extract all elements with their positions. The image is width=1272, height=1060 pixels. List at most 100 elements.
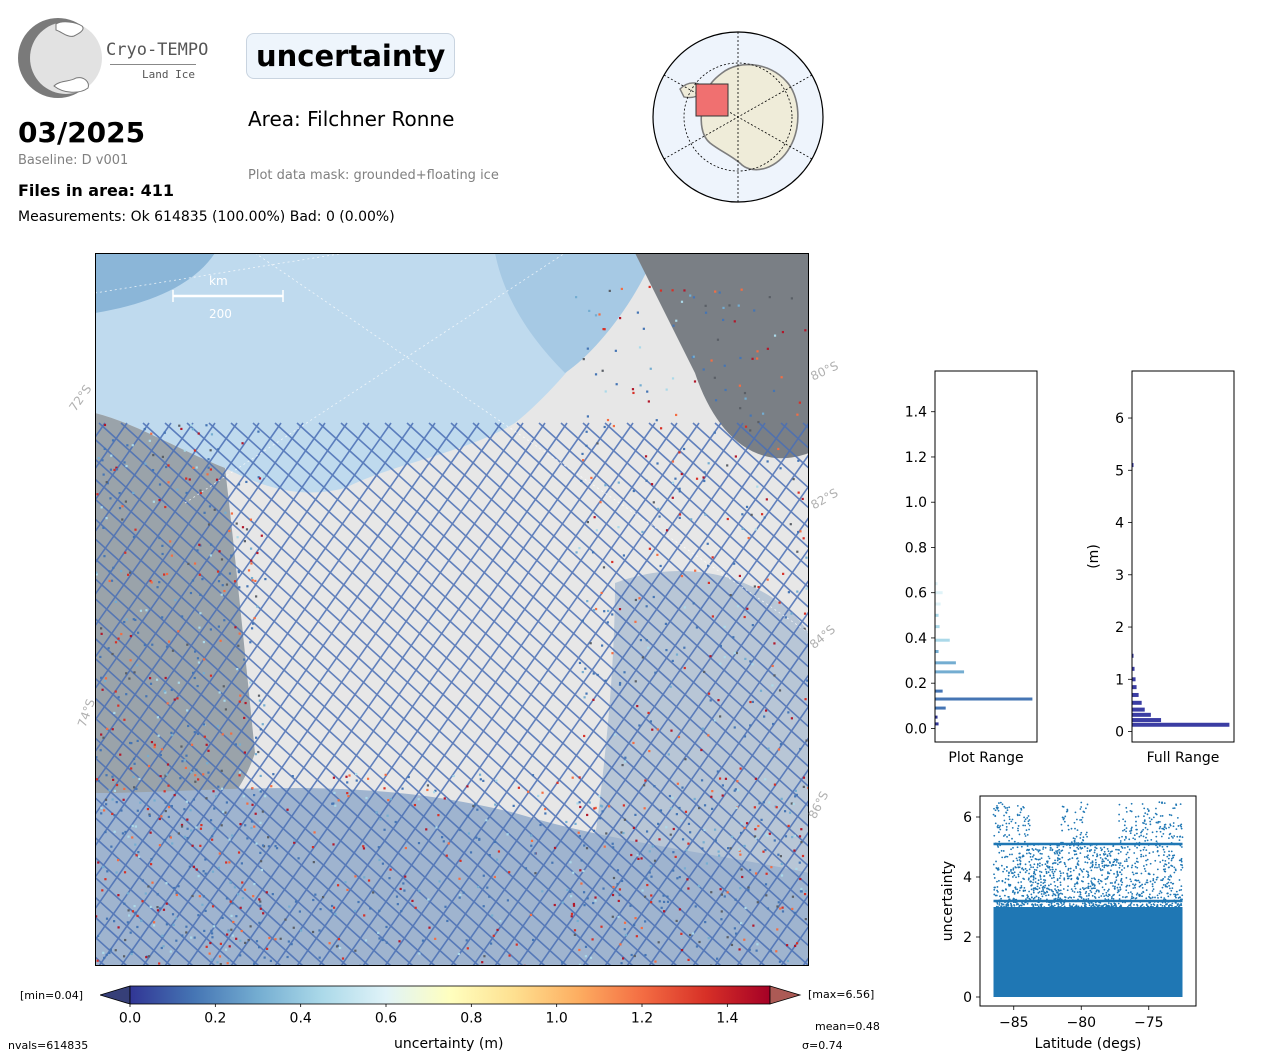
map-point — [252, 895, 255, 898]
map-point — [213, 827, 216, 830]
map-point — [734, 932, 738, 935]
map-point — [573, 929, 577, 932]
scatter-point — [1123, 860, 1126, 863]
scatter-point — [1129, 904, 1132, 907]
map-point — [95, 573, 98, 576]
scatter-point — [1039, 878, 1042, 881]
scatter-point — [1040, 884, 1042, 887]
map-point — [779, 467, 782, 470]
scatter-point — [1115, 905, 1118, 907]
map-point — [157, 734, 160, 737]
map-point — [256, 605, 259, 608]
map-point — [400, 909, 403, 913]
scatter-point — [1091, 877, 1093, 880]
scatter-point — [1157, 896, 1159, 899]
map-point — [100, 506, 103, 509]
scatter-point — [1076, 829, 1079, 832]
main-map: km 200 — [95, 253, 809, 966]
scatter-point — [1039, 858, 1041, 861]
scatter-point — [1046, 860, 1049, 863]
map-point — [492, 934, 495, 937]
histogram-bar — [935, 591, 943, 595]
scatter-point — [1021, 902, 1024, 905]
map-point — [486, 886, 489, 889]
scatter-point — [1038, 887, 1041, 890]
scatter-point — [1026, 833, 1029, 836]
scatter-point — [1104, 878, 1107, 881]
map-point — [802, 537, 805, 540]
map-point — [328, 942, 331, 945]
map-point — [707, 462, 710, 465]
scatter-point — [1125, 876, 1128, 879]
scatter-point — [1155, 844, 1157, 847]
scatter-point — [1007, 903, 1010, 906]
scatter-point — [1123, 824, 1126, 827]
y-tick-label: 2 — [1115, 620, 1124, 636]
scatter-point — [1151, 883, 1154, 885]
scatter-point — [1008, 896, 1010, 898]
map-point — [378, 909, 381, 912]
map-point — [620, 962, 623, 965]
scatter-point — [997, 826, 999, 829]
map-point — [649, 720, 652, 723]
scatter-point — [1045, 901, 1048, 903]
scatter-point — [1145, 903, 1148, 906]
map-point — [659, 427, 663, 430]
map-point — [659, 809, 663, 812]
map-point — [103, 956, 106, 960]
scatter-point — [1073, 896, 1075, 899]
map-point — [126, 892, 130, 895]
map-point — [100, 676, 103, 679]
map-point — [672, 827, 675, 831]
map-point — [585, 444, 588, 447]
map-point — [675, 919, 678, 923]
map-point — [231, 902, 234, 905]
scatter-point — [1018, 905, 1021, 908]
scatter-point — [1087, 871, 1089, 874]
map-point — [621, 763, 624, 767]
map-point — [746, 607, 749, 610]
map-point — [569, 890, 572, 894]
scatter-point — [1059, 860, 1062, 863]
scatter-point — [1032, 849, 1035, 852]
scatter-point — [1015, 866, 1017, 869]
map-point — [607, 609, 610, 613]
scatter-point — [1143, 820, 1146, 823]
map-point — [193, 731, 196, 734]
map-point — [211, 838, 214, 841]
map-point — [165, 882, 168, 885]
scatter-point — [1121, 869, 1123, 871]
scatter-point — [1038, 891, 1041, 893]
scatter-point — [1104, 883, 1107, 885]
scatter-point — [1171, 865, 1174, 868]
scatter-point — [1067, 885, 1069, 888]
map-point — [205, 424, 208, 427]
map-point — [228, 572, 232, 575]
scatter-point — [1043, 906, 1046, 908]
map-point — [213, 508, 216, 511]
map-point — [147, 754, 150, 758]
map-point — [462, 891, 465, 894]
scatter-point — [1166, 855, 1169, 858]
map-point — [687, 887, 690, 890]
scatter-point — [1090, 891, 1093, 894]
scatter-point — [1003, 805, 1006, 808]
scatter-point — [1057, 854, 1060, 857]
map-point — [593, 608, 596, 612]
scatter-point — [1058, 852, 1061, 855]
scatter-point — [1125, 827, 1128, 829]
scatter-point — [1042, 846, 1045, 849]
map-point — [183, 449, 186, 452]
map-point — [247, 938, 250, 942]
map-point — [105, 516, 108, 520]
map-point — [272, 773, 275, 776]
map-point — [720, 918, 723, 921]
scatter-point — [1164, 885, 1167, 888]
map-point — [644, 779, 647, 782]
map-point — [787, 591, 791, 594]
map-point — [787, 824, 790, 827]
scatter-point — [1054, 859, 1056, 862]
map-point — [717, 699, 720, 702]
map-point — [258, 898, 261, 901]
map-point — [620, 287, 623, 291]
